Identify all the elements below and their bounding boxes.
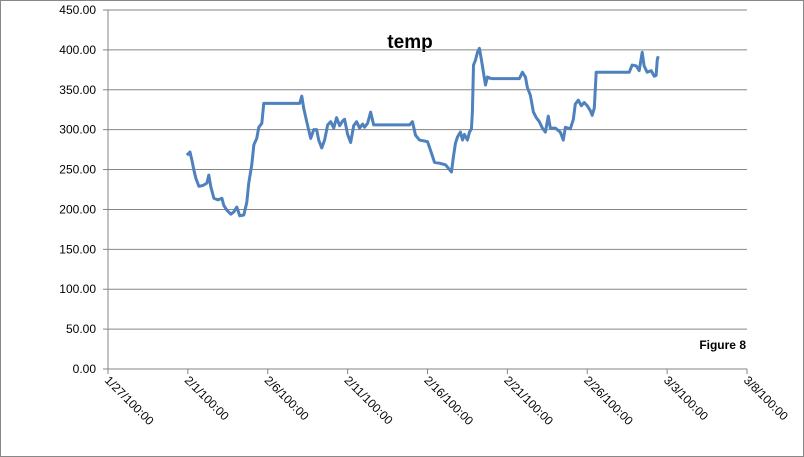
chart-title: temp	[387, 32, 432, 53]
y-tick-label: 250.00	[59, 163, 96, 177]
y-tick-label: 400.00	[59, 43, 96, 57]
y-tick-label: 350.00	[59, 83, 96, 97]
y-tick-label: 50.00	[66, 322, 96, 336]
y-tick-label: 100.00	[59, 282, 96, 296]
data-line	[185, 46, 660, 218]
y-tick-label: 200.00	[59, 202, 96, 216]
y-tick-label: 300.00	[59, 123, 96, 137]
y-tick-label: 450.00	[59, 3, 96, 17]
annotation: Figure 8	[699, 338, 746, 352]
y-tick-label: 0.00	[73, 362, 97, 376]
y-tick-label: 150.00	[59, 242, 96, 256]
